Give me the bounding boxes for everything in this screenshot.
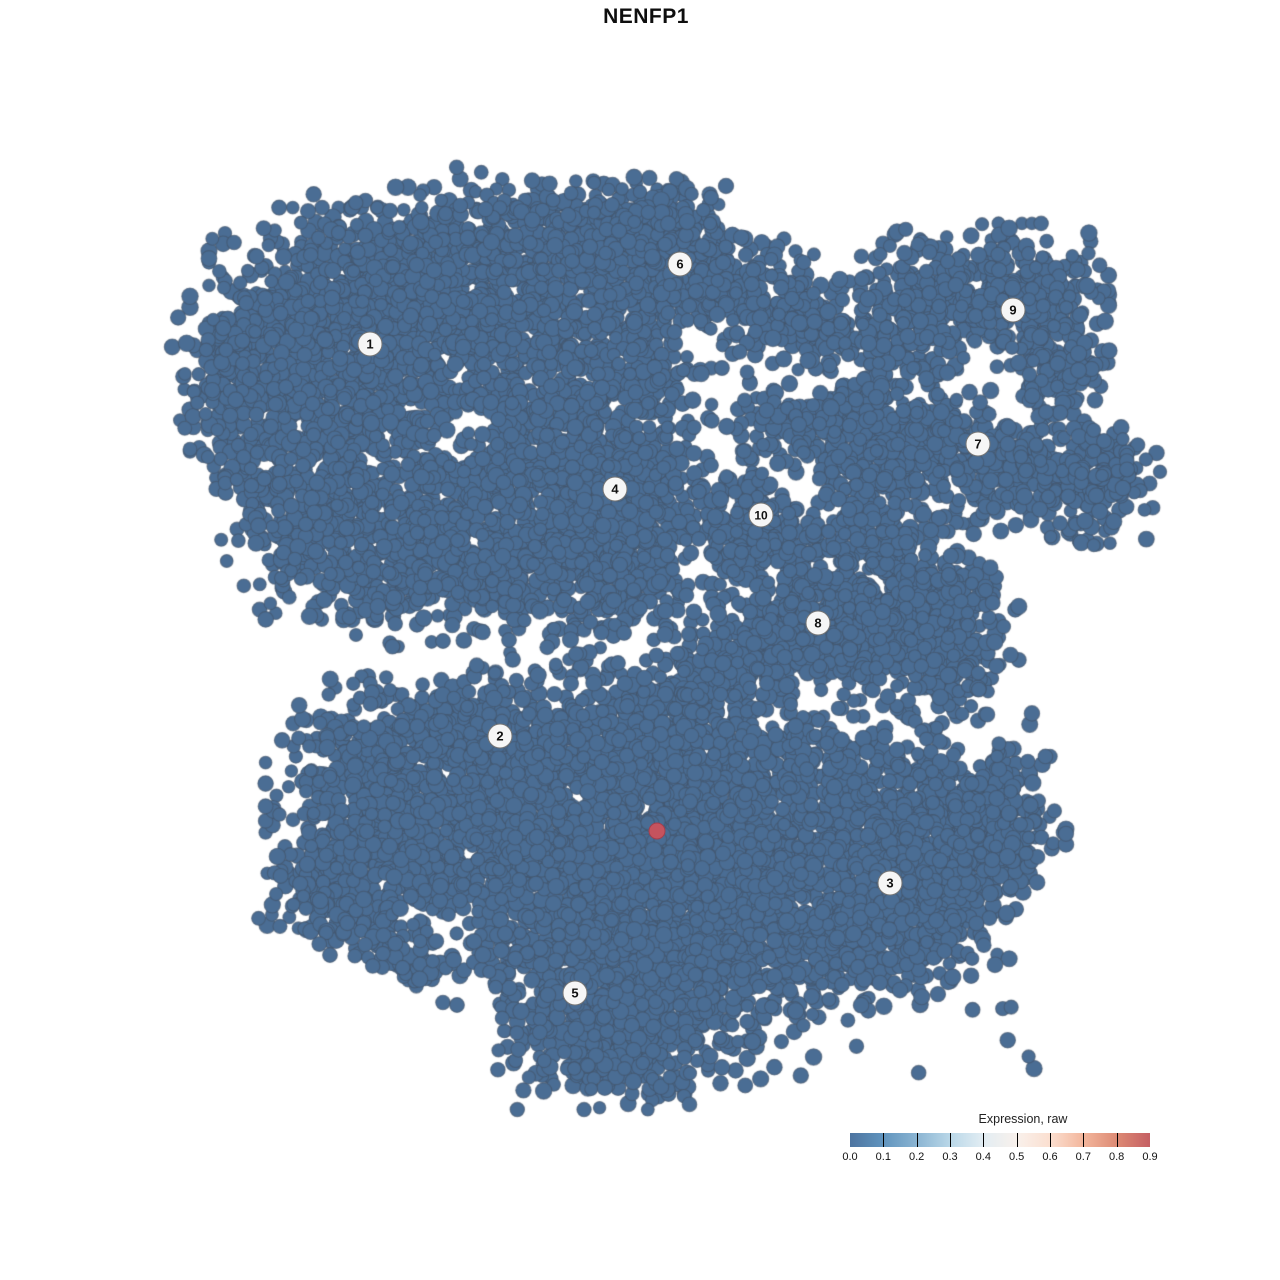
legend-tick (1016, 1133, 1018, 1147)
legend-tick (1050, 1133, 1051, 1147)
cluster-label-3: 3 (877, 870, 903, 896)
legend-tick-label: 0.9 (1142, 1151, 1158, 1163)
legend-tick (883, 1133, 885, 1147)
legend-colorbar (850, 1133, 1150, 1147)
cluster-label-9: 9 (1000, 297, 1026, 323)
legend-tick (1083, 1133, 1085, 1147)
legend-tick (983, 1133, 985, 1147)
cluster-label-2: 2 (487, 723, 513, 749)
plot-title: NENFP1 (603, 5, 689, 28)
cluster-label-6: 6 (667, 251, 693, 277)
legend-tick (916, 1133, 918, 1147)
legend-tick-label: 0.1 (875, 1151, 891, 1163)
legend-tick-label: 0.8 (1109, 1151, 1125, 1163)
cluster-label-10: 10 (748, 502, 774, 528)
cluster-label-4: 4 (602, 476, 628, 502)
legend-tick-label: 0.2 (909, 1151, 925, 1163)
legend-tick (950, 1133, 951, 1147)
legend-tick-label: 0.6 (1042, 1151, 1058, 1163)
cluster-label-5: 5 (562, 980, 588, 1006)
legend-tick-labels: 0.0 0.1 0.2 0.3 0.4 0.5 0.6 0.7 0.8 0.9 (842, 1151, 1157, 1165)
cluster-label-8: 8 (805, 610, 831, 636)
legend-tick (1116, 1133, 1118, 1147)
highlighted-expression-point (648, 822, 666, 840)
legend-tick-label: 0.0 (842, 1151, 858, 1163)
cluster-label-1: 1 (357, 331, 383, 357)
legend-tick-label: 0.4 (975, 1151, 991, 1163)
legend-tick-label: 0.3 (942, 1151, 958, 1163)
legend-title: Expression, raw (978, 1112, 1068, 1126)
cluster-label-7: 7 (965, 431, 991, 457)
legend-tick-label: 0.7 (1075, 1151, 1091, 1163)
legend-tick-label: 0.5 (1009, 1151, 1025, 1163)
expression-legend: Expression, raw 0.0 0.1 0.2 0.3 0.4 0.5 0.6 0.7… (842, 1112, 1157, 1170)
